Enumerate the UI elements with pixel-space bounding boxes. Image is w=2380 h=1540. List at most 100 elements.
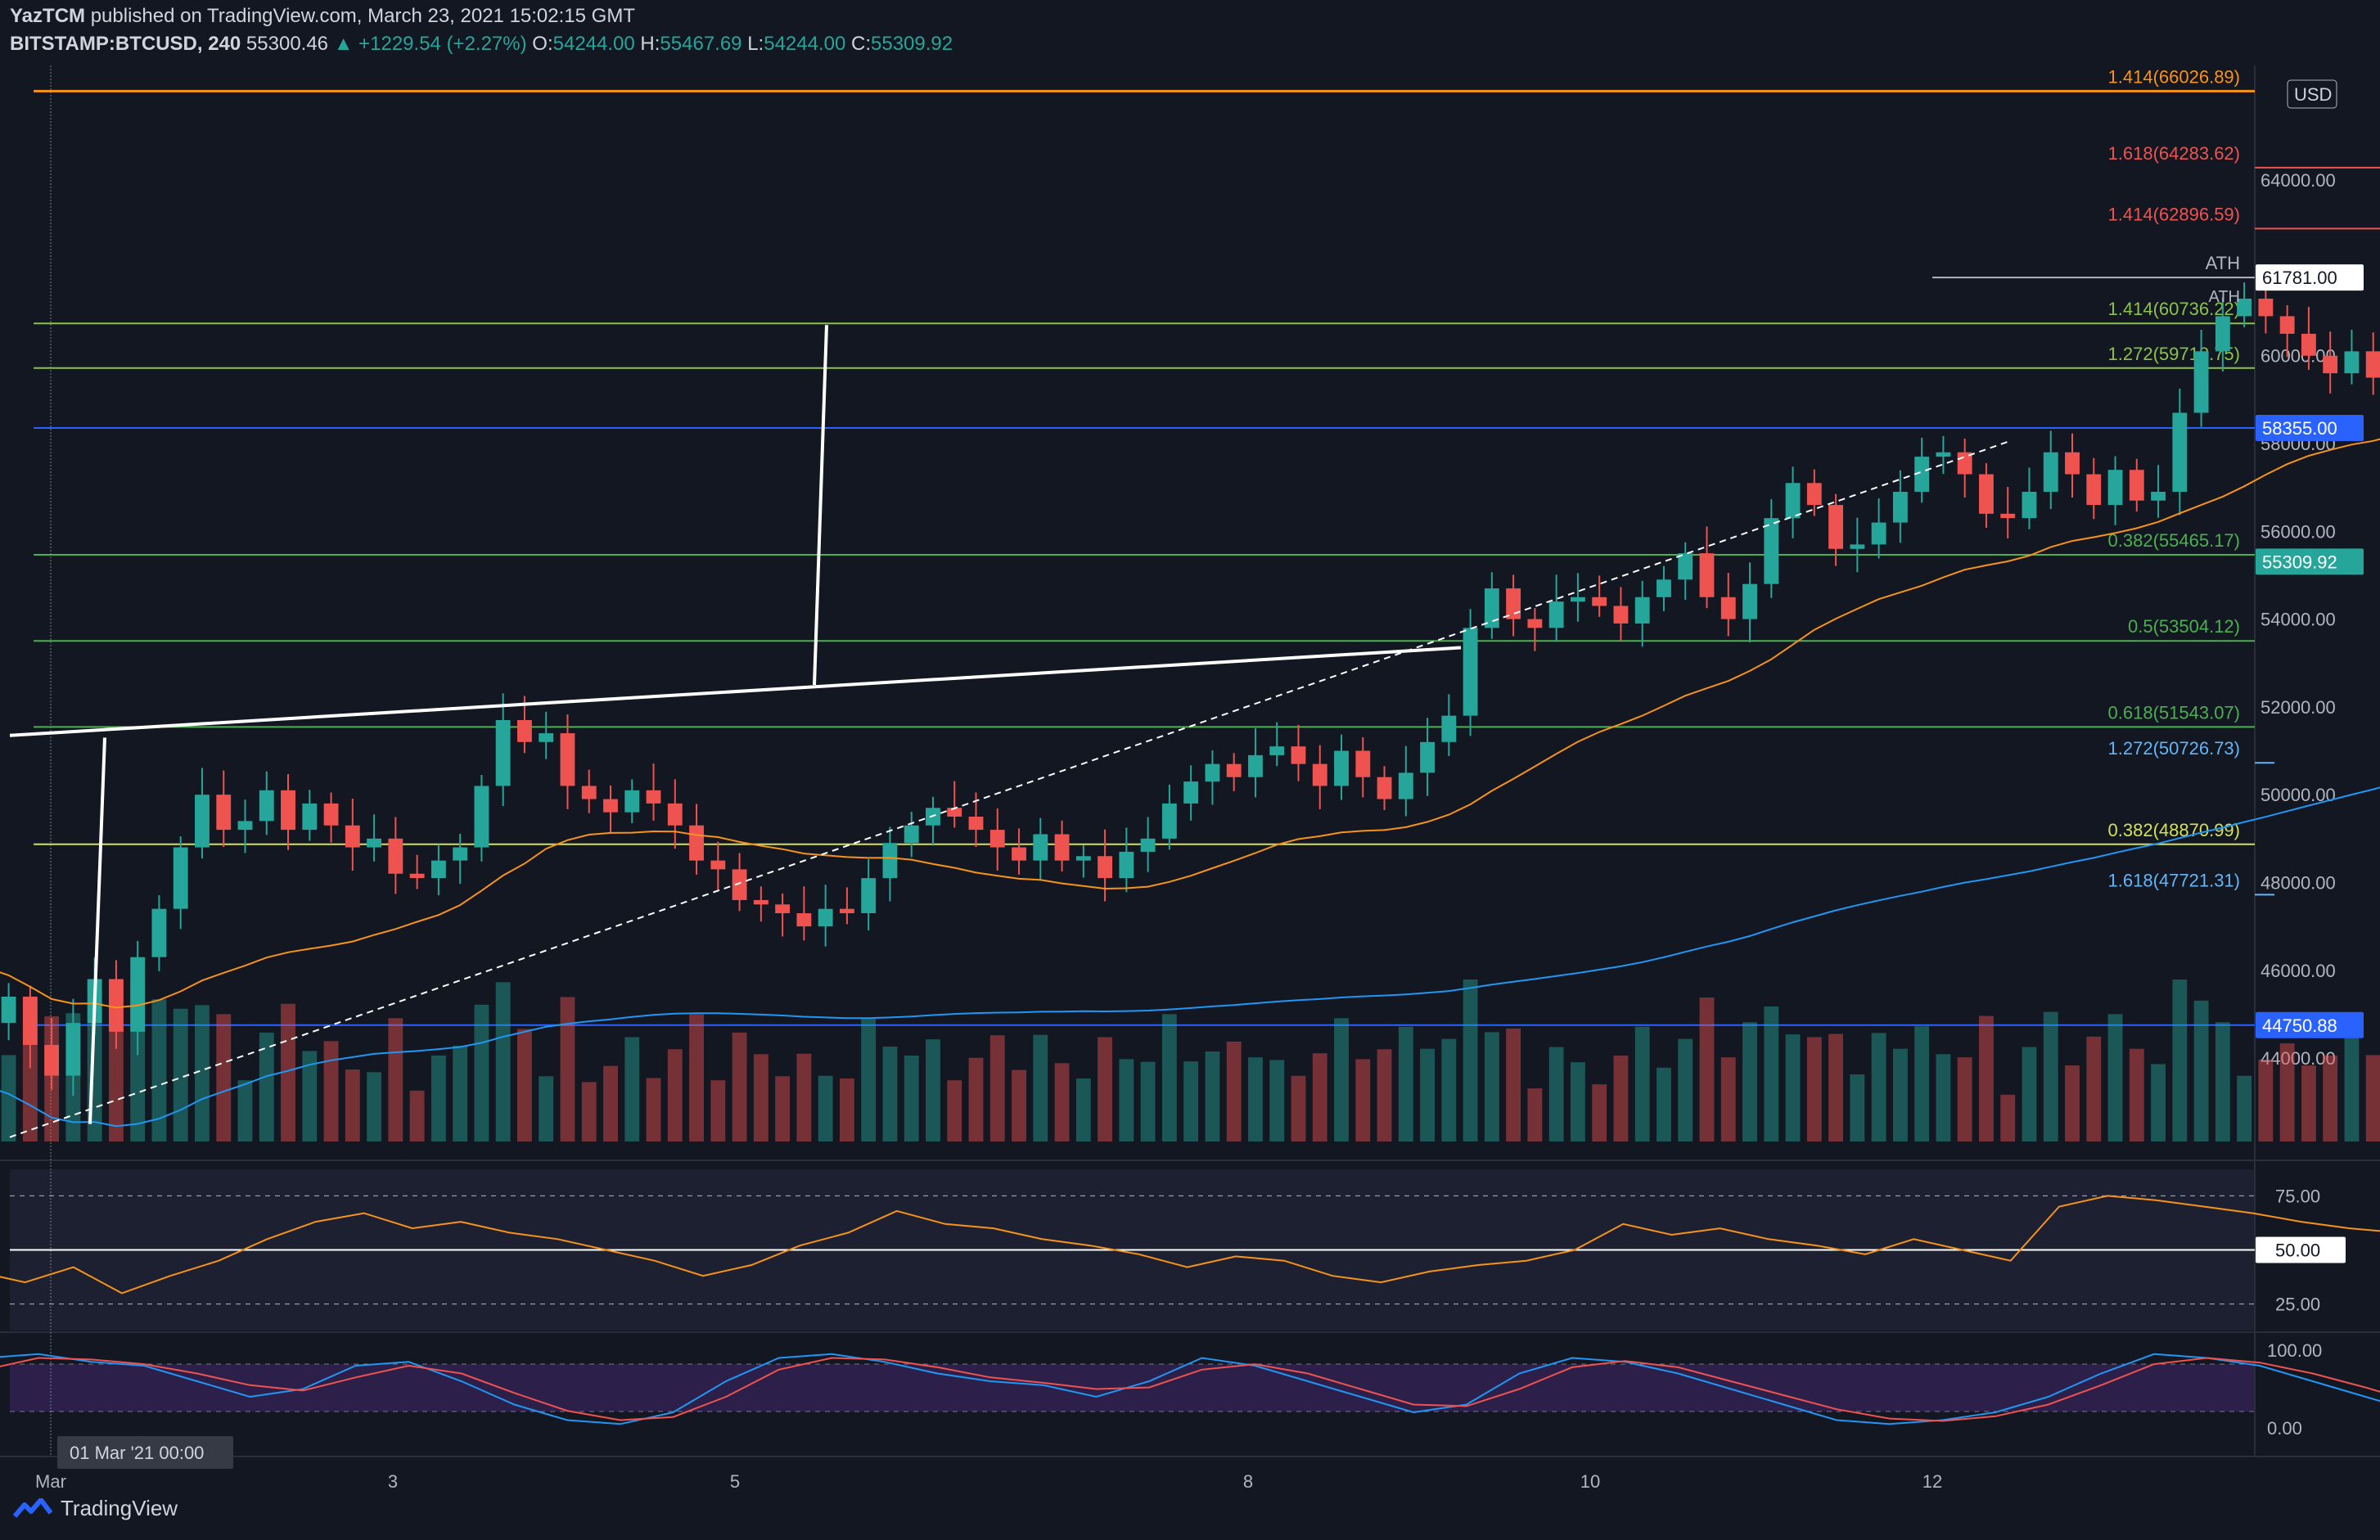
candle-body <box>1226 763 1242 777</box>
volume-bar <box>539 1076 554 1141</box>
volume-bar <box>1592 1084 1607 1141</box>
candle-body <box>1140 838 1156 852</box>
volume-bar <box>216 1014 232 1141</box>
volume-bar <box>1657 1067 1671 1141</box>
candle-body <box>1634 597 1650 624</box>
volume-bar <box>2151 1064 2166 1141</box>
volume-bar <box>302 1051 318 1141</box>
volume-bar <box>603 1065 618 1141</box>
fib-level-label: 1.272(50726.73) <box>2108 738 2240 759</box>
candle-body <box>22 996 38 1045</box>
volume-bar <box>1936 1054 1951 1141</box>
volume-bar <box>1613 1055 1629 1141</box>
flagpole-line <box>813 325 828 686</box>
price-change: ▲ +1229.54 (+2.27%) <box>333 33 527 55</box>
volume-bar <box>1441 1038 1457 1141</box>
candle-body <box>259 790 274 822</box>
candle-body <box>1871 522 1886 545</box>
volume-bar <box>947 1080 962 1141</box>
candle-body <box>1420 741 1435 773</box>
volume-bar <box>2172 979 2188 1141</box>
ath-label: ATH <box>2208 288 2240 306</box>
candle-body <box>44 1044 60 1076</box>
volume-bar <box>1463 979 1478 1141</box>
volume-bar <box>1892 1048 1908 1141</box>
crosshair-date-label: 01 Mar '21 00:00 <box>70 1443 204 1463</box>
tradingview-brand[interactable]: TradingView <box>13 1496 178 1521</box>
candle-body <box>1119 851 1134 879</box>
tradingview-logo-icon <box>13 1497 52 1518</box>
candle-body <box>453 847 468 861</box>
volume-bar <box>237 1080 253 1141</box>
volume-bar <box>2237 1075 2252 1141</box>
candle-body <box>2151 492 2166 501</box>
candle-body <box>2065 452 2080 475</box>
volume-bar <box>388 1018 403 1141</box>
last-price: 55300.46 <box>246 33 329 55</box>
candle-body <box>2193 351 2209 413</box>
candle-body <box>1699 553 1715 597</box>
volume-bar <box>1334 1018 1349 1141</box>
x-tick-label: Mar <box>35 1471 66 1492</box>
volume-bar <box>1161 1014 1177 1141</box>
volume-bar <box>1785 1034 1801 1141</box>
volume-bar <box>1764 1006 1779 1141</box>
volume-bar <box>818 1075 833 1141</box>
candle-body <box>2344 351 2360 374</box>
x-tick-label: 8 <box>1243 1471 1253 1492</box>
low-label: L: <box>747 33 764 55</box>
volume-bar <box>1033 1034 1048 1141</box>
candle-body <box>1720 597 1736 619</box>
flagpole-line <box>88 737 106 1124</box>
candle-body <box>667 803 683 826</box>
price-badge-label: 44750.88 <box>2262 1015 2337 1036</box>
candle-body <box>1613 606 1629 624</box>
candle-body <box>409 873 425 879</box>
close-label: C: <box>851 33 871 55</box>
author-name[interactable]: YazTCM <box>10 5 86 27</box>
symbol-name[interactable]: BITSTAMP:BTCUSD, 240 <box>10 33 241 55</box>
volume-bar <box>1678 1038 1693 1141</box>
volume-bar <box>517 1029 532 1141</box>
volume-bar <box>2215 1022 2230 1141</box>
candle-body <box>1441 715 1457 742</box>
volume-bar <box>1183 1061 1199 1141</box>
volume-bar <box>1548 1047 1564 1141</box>
volume-bar <box>1914 1026 1930 1141</box>
volume-bar <box>1054 1063 1070 1141</box>
volume-bar <box>926 1039 940 1141</box>
price-badge-label: 58355.00 <box>2262 418 2337 439</box>
candle-body <box>130 957 146 1032</box>
volume-bar <box>732 1032 747 1141</box>
volume-bar <box>775 1076 791 1141</box>
volume-bar <box>624 1037 640 1141</box>
candle-body <box>65 1023 81 1076</box>
fib-level-label: 0.618(51543.07) <box>2108 702 2240 723</box>
volume-bar <box>1075 1078 1091 1141</box>
candle-body <box>1269 746 1285 755</box>
candle-body <box>560 733 575 786</box>
candle-body <box>882 843 898 879</box>
brand-label: TradingView <box>61 1496 178 1520</box>
high-value: 55467.69 <box>660 33 742 55</box>
volume-bar <box>904 1055 919 1141</box>
currency-badge-label: USD <box>2294 84 2332 105</box>
candle-body <box>1012 847 1026 861</box>
volume-bar <box>2022 1047 2037 1141</box>
candle-body <box>1334 750 1349 786</box>
volume-bar <box>1 1055 16 1141</box>
candle-body <box>2172 412 2188 493</box>
volume-bar <box>2193 1000 2209 1141</box>
candle-body <box>495 719 511 786</box>
candle-body <box>1850 544 1865 549</box>
open-value: 54244.00 <box>552 33 635 55</box>
volume-bar <box>2000 1094 2016 1141</box>
price-badge <box>2256 414 2364 441</box>
x-tick-label: 5 <box>730 1471 740 1492</box>
candle-body <box>1075 856 1091 861</box>
fib-level-label: 1.618(64283.62) <box>2108 143 2240 164</box>
candle-body <box>989 830 1005 848</box>
volume-bar <box>1098 1037 1113 1141</box>
